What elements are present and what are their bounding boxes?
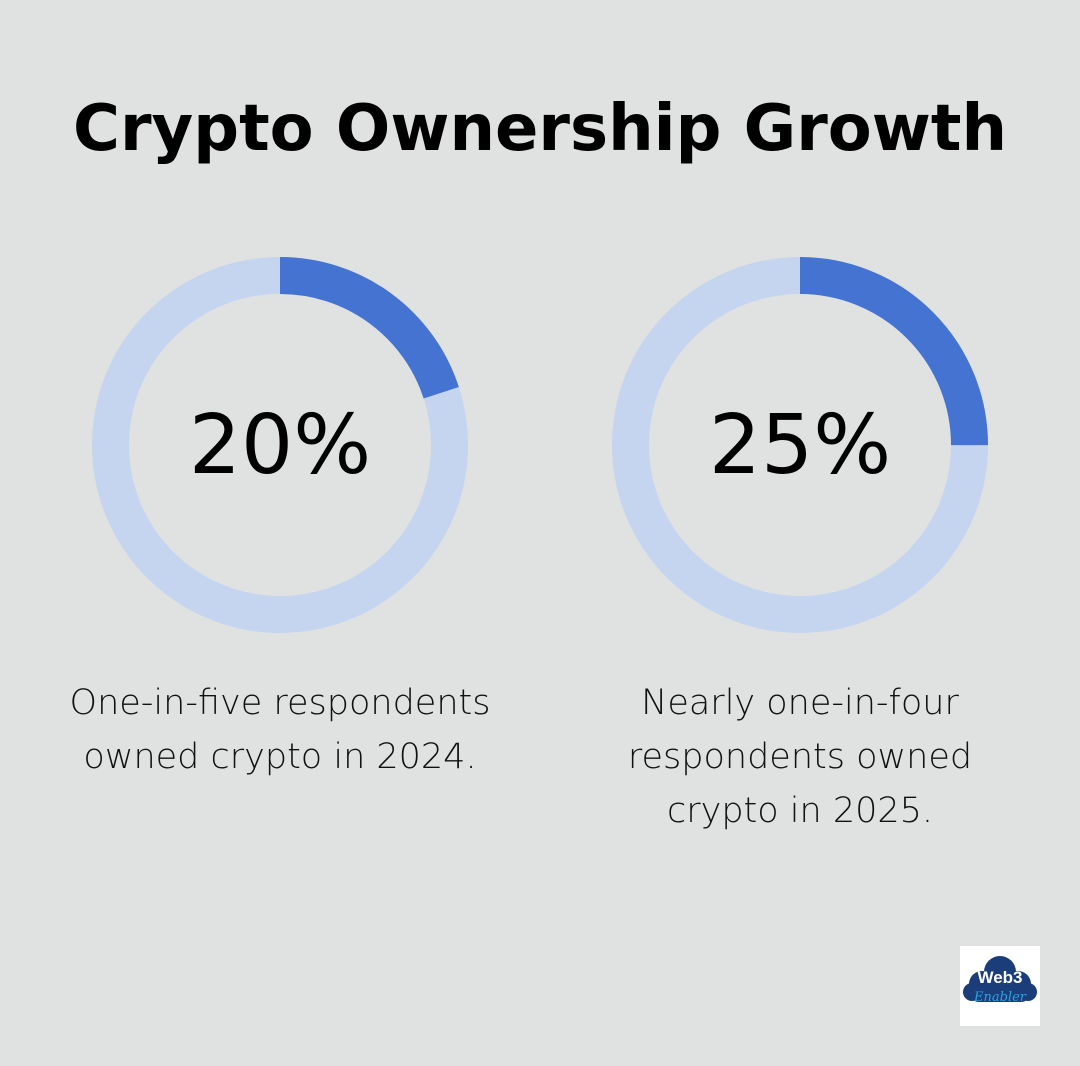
web3-enabler-logo: Web3 Enabler [960, 946, 1040, 1026]
donut-ring [92, 257, 468, 633]
logo-text-enabler: Enabler [974, 990, 1026, 1005]
donut-value: 20% [188, 397, 372, 493]
caption-line: owned crypto in 2024. [83, 737, 477, 777]
donut-caption-2024: One-in-five respondents owned crypto in … [20, 676, 540, 784]
donut-ring [612, 257, 988, 633]
logo-text-web3: Web3 [977, 968, 1023, 987]
chart-title: Crypto Ownership Growth [73, 92, 1007, 166]
caption-line: One-in-five respondents [69, 683, 491, 723]
donut-caption-2025: Nearly one-in-four respondents owned cry… [540, 676, 1060, 838]
donut-value: 25% [708, 397, 892, 493]
donut-chart-2025: 25% [612, 257, 988, 633]
ring-fill [612, 257, 988, 633]
caption-line: respondents owned [627, 737, 973, 777]
ring-fill [92, 257, 468, 633]
caption-line: crypto in 2025. [666, 791, 934, 831]
cloud-icon [963, 956, 1037, 1002]
caption-line: Nearly one-in-four [641, 683, 959, 723]
donut-chart-2024: 20% [92, 257, 468, 633]
